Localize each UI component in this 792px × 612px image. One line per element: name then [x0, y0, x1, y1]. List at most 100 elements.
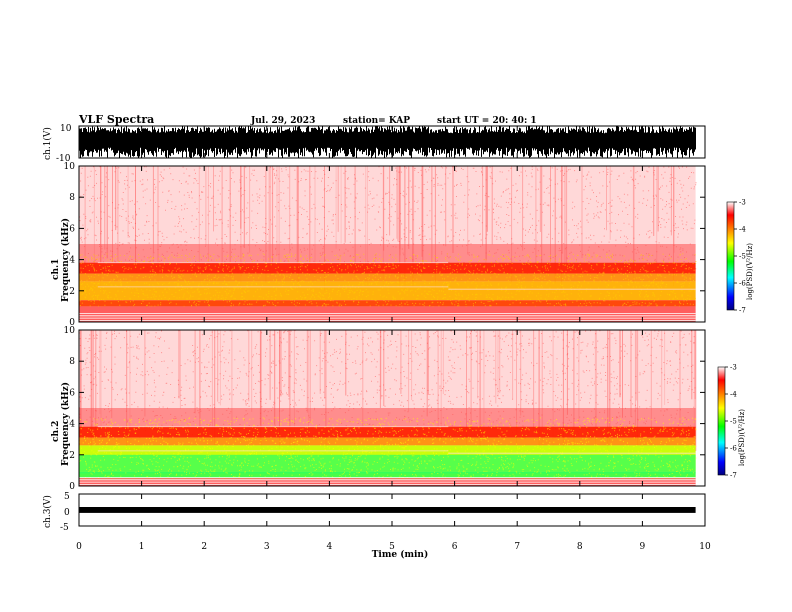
spec2-streak: [408, 330, 410, 412]
colorbar-tick-label: -6: [730, 445, 737, 453]
spec1-streak: [117, 166, 119, 262]
spec2-streak: [679, 330, 681, 424]
spec1-streak: [240, 166, 242, 229]
spec1-band-3: [79, 281, 696, 301]
spec1-streak: [115, 166, 117, 231]
spec2-streak: [260, 330, 261, 425]
spec1-streak: [397, 166, 399, 242]
spec2-streak: [80, 330, 82, 439]
xtick-label: 0: [76, 542, 82, 552]
spec2-streak: [319, 330, 321, 394]
spec2-streak: [380, 330, 382, 400]
spec2-streak: [269, 330, 271, 400]
spec2-streak: [279, 330, 280, 450]
spec2-streak: [595, 330, 597, 440]
spec2-streak: [306, 330, 308, 413]
spec2-streak: [144, 330, 146, 417]
xtick-label: 5: [389, 542, 395, 552]
spec1-low-strip: [79, 306, 696, 322]
spec1-streak: [657, 166, 659, 232]
spec1-streak: [157, 166, 159, 276]
station-label: station= KAP: [343, 116, 410, 126]
spec1-streak: [550, 166, 551, 262]
spec2-streak: [634, 330, 636, 441]
ytick-label: 6: [69, 388, 75, 398]
spec2-streak: [91, 330, 93, 429]
colorbar-tick-label: -7: [730, 472, 737, 480]
spec2-streak: [622, 330, 623, 418]
ytick-label: 8: [69, 193, 75, 203]
spec2-streak: [466, 330, 467, 445]
spec1-streak: [366, 166, 368, 287]
ch1-yticks: 0 2 4 6 8 10: [64, 162, 705, 328]
spec1-streak: [270, 166, 272, 276]
spec1-streak: [289, 166, 291, 254]
spec1-streak: [539, 166, 541, 232]
spec1-band-texture: [79, 253, 697, 308]
spec1-streak: [84, 166, 86, 275]
spec1-streak: [670, 166, 672, 236]
colorbar-tick-label: -5: [730, 418, 737, 426]
spec1-streak: [404, 166, 406, 291]
spec2-streak: [437, 330, 439, 442]
xtick-label: 4: [327, 542, 333, 552]
spec1-streak: [485, 166, 487, 261]
spec2-streak: [289, 330, 291, 447]
spec2-streak: [219, 330, 221, 406]
ytick-label: 8: [69, 357, 75, 367]
spec1-streak: [581, 166, 583, 258]
spec1-streak: [207, 166, 209, 262]
ch1-colorbar: [726, 201, 735, 311]
spec1-streak: [314, 166, 316, 279]
xtick-label: 8: [577, 542, 583, 552]
ch3-ytick-bottom: -5: [60, 523, 69, 533]
spec1-band-2: [79, 273, 696, 282]
spec1-streak: [221, 166, 223, 264]
ch1-waveform-ylabel: ch.1(V): [42, 127, 53, 160]
xtick-label: 7: [514, 542, 520, 552]
spec1-streak: [309, 166, 311, 274]
spec2-streak: [541, 330, 543, 446]
ch2-colorbar: [717, 366, 726, 476]
spec1-streak: [153, 166, 154, 253]
spec1-streak: [511, 166, 513, 283]
spec1-streak: [482, 166, 484, 246]
spec1-streak: [396, 166, 398, 239]
xtick-label: 3: [264, 542, 270, 552]
ytick-label: 2: [69, 451, 75, 461]
ch3-waveform-ylabel: ch.3(V): [42, 495, 53, 528]
colorbar-tick-label: -4: [739, 226, 746, 234]
spec2-streak: [307, 330, 309, 436]
spec1-streak: [100, 166, 102, 272]
time-axis: 0 1 2 3 4 5 6 7 8 9 10: [76, 126, 711, 552]
spec2-streak: [520, 330, 522, 416]
spec2-streak: [479, 330, 481, 451]
colorbar-tick-label: -5: [739, 253, 746, 261]
spec1-band-4: [79, 300, 696, 307]
spec2-streak: [345, 330, 347, 396]
spec1-streak: [106, 166, 108, 259]
spec2-streak: [607, 330, 609, 453]
spec2-green-core: [79, 454, 696, 474]
spec2-streak: [92, 330, 94, 418]
spec2-streak: [691, 330, 693, 400]
spec2-streak: [630, 330, 632, 418]
xtick-label: 6: [452, 542, 458, 552]
spec2-streak: [578, 330, 580, 422]
spec2-streak: [280, 330, 282, 397]
spec2-streak: [497, 330, 499, 397]
ch2-spectrogram-ylabel-line2: Frequency (kHz): [60, 382, 71, 466]
spec2-streak: [274, 330, 276, 425]
colorbar-tick-label: -4: [730, 391, 737, 399]
ytick-label: 6: [69, 224, 75, 234]
spec2-streak: [695, 330, 697, 451]
spec1-streak: [673, 166, 674, 287]
spec2-streak: [533, 330, 535, 432]
xtick-label: 9: [640, 542, 646, 552]
spec2-streak: [111, 330, 113, 418]
spec1-streak: [268, 166, 270, 267]
spec1-streak: [296, 166, 298, 270]
spec2-streak: [694, 330, 696, 400]
